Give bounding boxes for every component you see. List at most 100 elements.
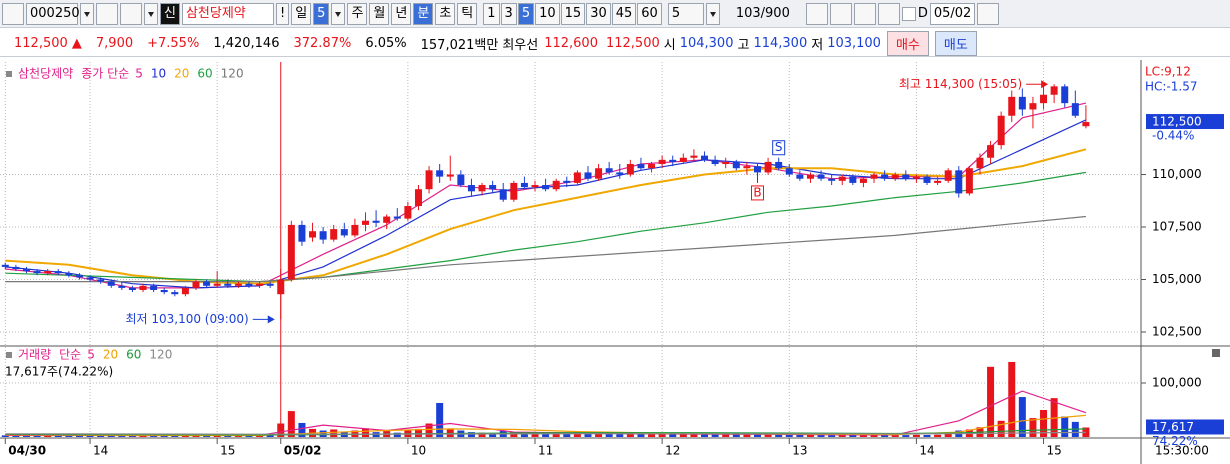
- low: 103,100: [827, 35, 881, 51]
- candle-body: [881, 174, 889, 179]
- candle-body: [987, 145, 995, 158]
- candle-body: [510, 182, 518, 200]
- day-button[interactable]: 일: [291, 2, 312, 25]
- minute-option[interactable]: 45: [611, 2, 637, 25]
- volume-bar: [870, 434, 878, 437]
- candle-body: [457, 174, 465, 186]
- last-value-tag: [1146, 419, 1224, 435]
- d-checkbox[interactable]: [901, 6, 916, 21]
- candle-body: [75, 275, 83, 278]
- candle-body: [65, 273, 73, 276]
- y-tick-label: 105,000: [1152, 272, 1202, 286]
- volume-bar: [75, 435, 83, 437]
- volume-bar: [923, 434, 931, 437]
- volume-bar: [224, 435, 232, 437]
- candle-body: [1008, 96, 1016, 116]
- day-count[interactable]: 5: [313, 2, 330, 25]
- minute-button[interactable]: 분: [413, 2, 434, 25]
- volume-bar: [1018, 397, 1026, 437]
- volume-bar: [934, 434, 942, 437]
- search-button[interactable]: [96, 2, 118, 25]
- legend-entry: 5: [87, 348, 95, 362]
- tick-button[interactable]: 틱: [457, 2, 478, 25]
- volume-bar: [785, 434, 793, 437]
- code-dropdown[interactable]: [80, 2, 94, 25]
- candle-body: [891, 174, 899, 179]
- annotation-arrowhead: [1041, 80, 1049, 89]
- candle-body: [139, 285, 147, 290]
- stock-name[interactable]: 삼천당제약: [181, 2, 274, 25]
- candle-body: [1, 264, 9, 267]
- date-input[interactable]: 05/02: [929, 2, 976, 25]
- candle-body: [1061, 86, 1069, 104]
- candle-body: [393, 216, 401, 219]
- toolbar: 000250 신 삼천당제약 ! 일 5 주 월 년 분 초 틱 1 3 5 10 15…: [0, 0, 1230, 28]
- second-button[interactable]: 초: [435, 2, 456, 25]
- minute-option[interactable]: 10: [535, 2, 560, 25]
- draw-icon[interactable]: [829, 2, 852, 25]
- candle-body: [626, 164, 634, 175]
- buy-button[interactable]: 매수: [886, 30, 929, 56]
- candle-body: [605, 168, 613, 173]
- volume-bar: [732, 434, 740, 437]
- minute-option[interactable]: 3: [500, 2, 517, 25]
- last-value-extra: -0.44%: [1152, 129, 1194, 143]
- y-tick-label: 100,000: [1152, 376, 1202, 390]
- candle-body: [22, 269, 30, 272]
- volume-bar: [171, 435, 179, 437]
- volume-bar: [277, 423, 285, 437]
- week-button[interactable]: 주: [347, 2, 368, 25]
- candle-body: [54, 271, 62, 274]
- panel-menu[interactable]: [1212, 349, 1220, 357]
- volume-bar: [86, 435, 94, 437]
- save-icon[interactable]: [853, 2, 876, 25]
- minute-option[interactable]: 15: [560, 2, 586, 25]
- candle-body: [923, 176, 931, 183]
- candle-body: [669, 159, 677, 162]
- minute-option[interactable]: 60: [637, 2, 662, 25]
- unit-dropdown[interactable]: [705, 2, 720, 25]
- minute-option[interactable]: 1: [483, 2, 500, 25]
- last-value-extra: 74.22%: [1152, 434, 1198, 448]
- volume-bar: [1029, 418, 1037, 437]
- calendar-button[interactable]: [977, 2, 1000, 25]
- tool-icon[interactable]: [805, 2, 828, 25]
- settings-icon[interactable]: [877, 2, 900, 25]
- volume-bar: [944, 432, 952, 437]
- candle-body: [955, 170, 963, 194]
- signal-label: B: [753, 185, 761, 199]
- candle-body: [150, 285, 158, 290]
- volume-bar: [997, 420, 1005, 437]
- sound-dropdown[interactable]: [144, 2, 158, 25]
- volume-bar: [891, 434, 899, 437]
- minute-option[interactable]: 5: [517, 2, 535, 25]
- candle-body: [171, 292, 179, 295]
- code-input[interactable]: 000250: [26, 2, 80, 25]
- x-tick-label: 13: [792, 444, 807, 458]
- month-button[interactable]: 월: [369, 2, 390, 25]
- sound-button[interactable]: [120, 2, 142, 25]
- candle-body: [1018, 96, 1026, 110]
- x-tick-label: 05/02: [284, 444, 322, 458]
- unit-input[interactable]: 5: [667, 2, 704, 25]
- candle-body: [234, 283, 242, 286]
- x-tick-label: 14: [919, 444, 934, 458]
- annotation-arrowhead: [267, 315, 275, 324]
- candle-body: [446, 174, 454, 177]
- window-icon[interactable]: [2, 2, 24, 25]
- year-button[interactable]: 년: [391, 2, 412, 25]
- volume-bar: [436, 402, 444, 437]
- minute-option[interactable]: 30: [586, 2, 611, 25]
- alert-button[interactable]: !: [275, 2, 290, 25]
- day-dropdown[interactable]: [331, 2, 346, 25]
- last-value-tag: [1146, 114, 1224, 130]
- volume-bar: [669, 434, 677, 437]
- amount: 157,021백만: [420, 37, 499, 53]
- candle-body: [499, 189, 507, 200]
- high-label: 고: [737, 37, 750, 53]
- volume-bar: [722, 434, 730, 437]
- candle-body: [679, 157, 687, 162]
- volume-bar: [775, 434, 783, 437]
- volume: 1,420,146: [213, 35, 280, 51]
- sell-button[interactable]: 매도: [934, 30, 977, 56]
